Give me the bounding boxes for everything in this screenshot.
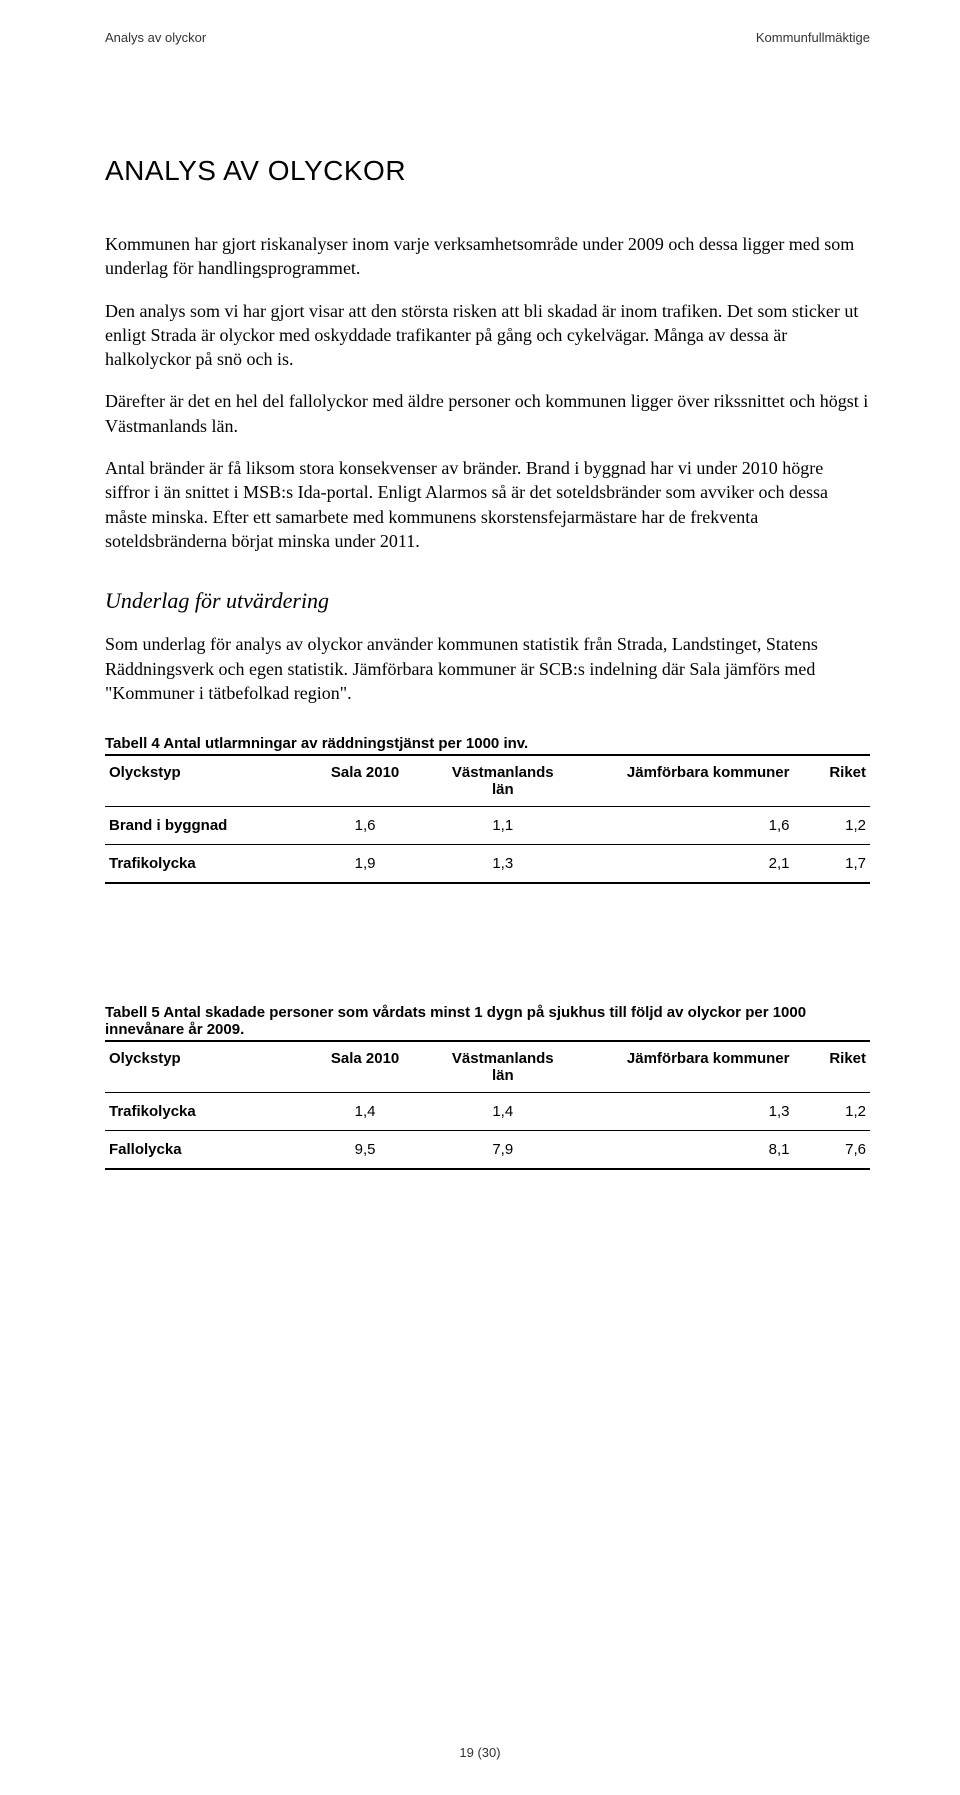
table5-r1-jamf: 8,1 (579, 1131, 793, 1170)
table-row: Trafikolycka 1,4 1,4 1,3 1,2 (105, 1093, 870, 1131)
table5-col-vast-line1: Västmanlands (452, 1050, 554, 1067)
table5-r0-sala: 1,4 (304, 1093, 426, 1131)
table5-col-jamforbara: Jämförbara kommuner (579, 1041, 793, 1093)
document-page: Analys av olyckor Kommunfullmäktige ANAL… (0, 0, 960, 1795)
table5-col-sala: Sala 2010 (304, 1041, 426, 1093)
page-title: ANALYS AV OLYCKOR (105, 155, 870, 187)
table4-r0-sala: 1,6 (304, 807, 426, 845)
table4-r1-riket: 1,7 (793, 845, 870, 884)
table5-r1-riket: 7,6 (793, 1131, 870, 1170)
table-row: Brand i byggnad 1,6 1,1 1,6 1,2 (105, 807, 870, 845)
header-left: Analys av olyckor (105, 30, 206, 45)
table5-r1-sala: 9,5 (304, 1131, 426, 1170)
table4-r0-jamf: 1,6 (579, 807, 793, 845)
table4-r0-riket: 1,2 (793, 807, 870, 845)
table5-col-olyckstyp: Olyckstyp (105, 1041, 304, 1093)
header-right: Kommunfullmäktige (756, 30, 870, 45)
table4-r1-sala: 1,9 (304, 845, 426, 884)
table-row: Fallolycka 9,5 7,9 8,1 7,6 (105, 1131, 870, 1170)
table4-col-vastmanlands: Västmanlands län (426, 755, 579, 807)
page-number: 19 (30) (0, 1745, 960, 1760)
table4-col-sala: Sala 2010 (304, 755, 426, 807)
table5-r1-label: Fallolycka (105, 1131, 304, 1170)
table4: Olyckstyp Sala 2010 Västmanlands län Jäm… (105, 754, 870, 884)
table5-header-row: Olyckstyp Sala 2010 Västmanlands län Jäm… (105, 1041, 870, 1093)
table5-r0-jamf: 1,3 (579, 1093, 793, 1131)
subheading-underlag: Underlag för utvärdering (105, 588, 870, 614)
table5-r0-vast: 1,4 (426, 1093, 579, 1131)
table4-r1-vast: 1,3 (426, 845, 579, 884)
table4-col-jamforbara: Jämförbara kommuner (579, 755, 793, 807)
table5-col-vastmanlands: Västmanlands län (426, 1041, 579, 1093)
table4-r1-label: Trafikolycka (105, 845, 304, 884)
paragraph-4: Antal bränder är få liksom stora konsekv… (105, 456, 870, 553)
table4-col-olyckstyp: Olyckstyp (105, 755, 304, 807)
paragraph-3: Därefter är det en hel del fallolyckor m… (105, 389, 870, 438)
table5-r0-label: Trafikolycka (105, 1093, 304, 1131)
table5-r0-riket: 1,2 (793, 1093, 870, 1131)
table4-col-vast-line2: län (492, 781, 514, 798)
table5-col-vast-line2: län (492, 1067, 514, 1084)
table4-r0-label: Brand i byggnad (105, 807, 304, 845)
paragraph-1: Kommunen har gjort riskanalyser inom var… (105, 232, 870, 281)
spacer (105, 884, 870, 974)
table4-col-riket: Riket (793, 755, 870, 807)
table-row: Trafikolycka 1,9 1,3 2,1 1,7 (105, 845, 870, 884)
paragraph-5: Som underlag för analys av olyckor använ… (105, 632, 870, 705)
table4-col-vast-line1: Västmanlands (452, 764, 554, 781)
table4-header-row: Olyckstyp Sala 2010 Västmanlands län Jäm… (105, 755, 870, 807)
table4-r0-vast: 1,1 (426, 807, 579, 845)
running-header: Analys av olyckor Kommunfullmäktige (105, 30, 870, 45)
table4-r1-jamf: 2,1 (579, 845, 793, 884)
table5: Olyckstyp Sala 2010 Västmanlands län Jäm… (105, 1040, 870, 1170)
paragraph-2: Den analys som vi har gjort visar att de… (105, 299, 870, 372)
table5-col-riket: Riket (793, 1041, 870, 1093)
table4-title: Tabell 4 Antal utlarmningar av räddnings… (105, 735, 870, 752)
table5-r1-vast: 7,9 (426, 1131, 579, 1170)
table5-title: Tabell 5 Antal skadade personer som vård… (105, 1004, 870, 1038)
